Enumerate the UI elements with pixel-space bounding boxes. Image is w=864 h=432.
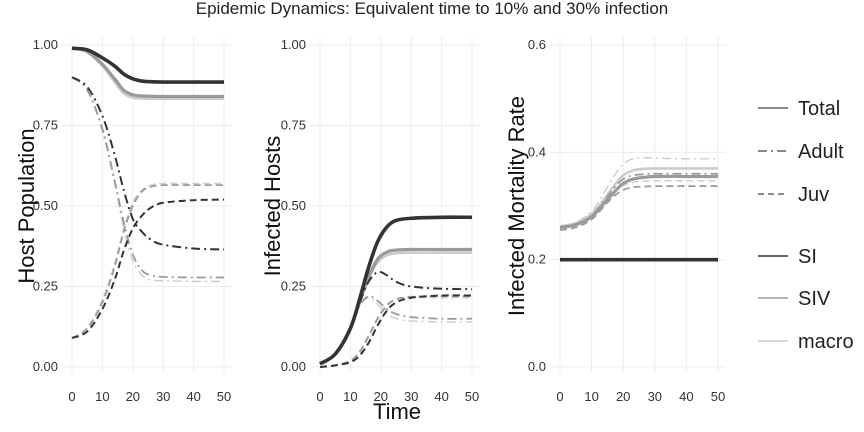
panel-infected-hosts: 0.00 0.25 0.50 0.75 1.00 0 10 20 30 40 50 Infected … (260, 37, 480, 404)
series-line-siv-adult (71, 76, 225, 279)
x-axis-label: Time (373, 399, 421, 424)
y-tick-label: 1.00 (33, 37, 58, 52)
y-tick-label: 0.00 (33, 359, 58, 374)
series-line-siv-juv (71, 184, 224, 339)
legend-label-macro: macro (798, 331, 854, 353)
y-tick-label: 0.75 (281, 118, 306, 133)
x-tick-label: 40 (434, 389, 448, 404)
y-axis-label: Host Population (14, 128, 39, 283)
legend: Total Adult Juv SI SIV macro (758, 98, 854, 353)
chart-title: Epidemic Dynamics: Equivalent time to 10… (196, 0, 668, 18)
x-tick-label: 0 (556, 389, 563, 404)
legend-label-si: SI (798, 246, 817, 268)
x-tick-label: 30 (156, 389, 170, 404)
series-line-si-total (71, 46, 224, 84)
series-line-macro-adult (319, 297, 473, 365)
y-axis-label: Infected Hosts (260, 136, 285, 277)
y-tick-label: 0.6 (528, 37, 546, 52)
x-tick-label: 50 (465, 389, 479, 404)
x-tick-label: 50 (217, 389, 231, 404)
x-tick-label: 20 (126, 389, 140, 404)
series-line-macro-total (559, 167, 718, 228)
series-line-siv-adult (319, 295, 473, 365)
series-line-si-adult (71, 76, 225, 251)
x-tick-label: 30 (648, 389, 662, 404)
panel-infected-mortality-rate: 0.0 0.2 0.4 0.6 0 10 20 30 40 50 Infected Mortalit… (504, 37, 726, 404)
x-tick-label: 0 (68, 389, 75, 404)
y-tick-label: 0.2 (528, 252, 546, 267)
x-tick-label: 10 (584, 389, 598, 404)
y-axis-label: Infected Mortality Rate (504, 96, 529, 316)
x-tick-label: 30 (404, 389, 418, 404)
series-line-macro-adult (559, 156, 719, 227)
y-tick-label: 0.50 (33, 198, 58, 213)
x-tick-label: 20 (374, 389, 388, 404)
series-line-si-adult (319, 270, 473, 365)
legend-label-total: Total (798, 98, 840, 120)
series-line-siv-juv (319, 295, 473, 368)
x-tick-label: 10 (95, 389, 109, 404)
x-tick-label: 50 (711, 389, 725, 404)
series-line-siv-total (559, 174, 719, 230)
series-line-macro-juv (71, 182, 224, 339)
y-tick-label: 1.00 (281, 37, 306, 52)
x-tick-label: 40 (679, 389, 693, 404)
y-tick-label: 0.4 (528, 144, 546, 159)
y-tick-label: 0.00 (281, 359, 306, 374)
series-line-siv-adult (559, 172, 718, 229)
x-tick-label: 40 (186, 389, 200, 404)
y-tick-label: 0.50 (281, 198, 306, 213)
x-tick-label: 0 (316, 389, 323, 404)
series-line-si-juv (319, 294, 473, 368)
series-line-macro-juv (319, 296, 472, 368)
legend-label-adult: Adult (798, 141, 844, 163)
panel-host-population: 0.00 0.25 0.50 0.75 1.00 0 10 20 30 40 50 Host Popu… (14, 37, 232, 404)
x-tick-label: 20 (616, 389, 630, 404)
series-line-macro-adult (71, 76, 225, 283)
legend-label-siv: SIV (798, 288, 831, 310)
y-tick-label: 0.25 (281, 279, 306, 294)
series-line-siv-juv (559, 185, 718, 232)
y-tick-label: 0.75 (33, 118, 58, 133)
series-line-macro-total (319, 251, 472, 365)
y-tick-label: 0.0 (528, 359, 546, 374)
series-line-si-juv (71, 198, 225, 339)
series-line-siv-total (71, 46, 225, 99)
x-tick-label: 10 (343, 389, 357, 404)
y-tick-label: 0.25 (33, 279, 58, 294)
legend-label-juv: Juv (798, 184, 829, 206)
